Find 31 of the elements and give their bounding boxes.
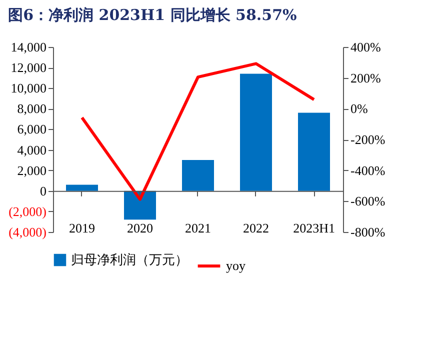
bar xyxy=(124,190,156,220)
y-tick-label: (2,000) xyxy=(8,204,46,219)
y-tick-label: 2,000 xyxy=(17,162,46,178)
x-tick-label: 2022 xyxy=(243,220,269,236)
legend-label: 归母净利润（万元） xyxy=(71,252,188,267)
y-tick-label: 0 xyxy=(40,183,46,198)
x-tick-label: 2023H1 xyxy=(293,220,335,236)
line-series xyxy=(80,62,316,201)
legend-label: yoy xyxy=(226,258,246,273)
x-tick-label: 2019 xyxy=(69,220,95,236)
y-tick-label: 8,000 xyxy=(17,101,46,116)
chart-title: 图6：净利润 2023H1 同比增长 58.57% xyxy=(8,6,297,24)
x-tick-label: 2020 xyxy=(127,220,153,236)
x-tick-label: 2021 xyxy=(185,220,211,236)
bar xyxy=(298,112,330,191)
y2-tick-label: 400% xyxy=(350,40,381,54)
y2-tick-label: 200% xyxy=(350,70,381,86)
y2-tick-label: -400% xyxy=(350,162,386,178)
bar xyxy=(66,184,98,191)
bar xyxy=(240,74,272,191)
y-tick-label: (4,000) xyxy=(8,224,46,240)
y-tick-label: 6,000 xyxy=(17,122,46,137)
bar xyxy=(182,160,214,191)
y-tick-label: 14,000 xyxy=(10,40,46,54)
y2-tick-label: -600% xyxy=(350,194,386,209)
y2-tick-label: -800% xyxy=(350,224,386,240)
y-tick-label: 4,000 xyxy=(17,142,46,158)
y2-tick-label: 0% xyxy=(350,101,368,116)
y-tick-label: 12,000 xyxy=(10,60,46,76)
y2-tick-label: -200% xyxy=(350,132,386,147)
y-tick-label: 10,000 xyxy=(10,80,46,96)
